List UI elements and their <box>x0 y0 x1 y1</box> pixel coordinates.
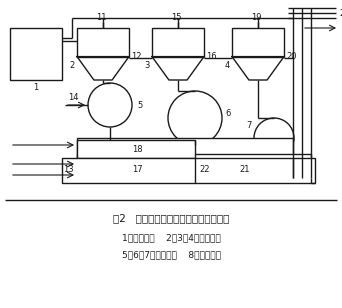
Text: 19: 19 <box>251 14 261 22</box>
Text: 13: 13 <box>63 165 74 175</box>
Circle shape <box>168 91 222 145</box>
Bar <box>62 158 315 183</box>
Text: 22: 22 <box>200 165 210 175</box>
Bar <box>10 28 62 80</box>
Text: 18: 18 <box>132 144 142 153</box>
Text: 2: 2 <box>70 61 75 70</box>
Bar <box>77 140 195 158</box>
Bar <box>77 138 293 166</box>
Text: 23: 23 <box>339 9 342 18</box>
Text: 12: 12 <box>131 52 142 61</box>
Text: 15: 15 <box>171 14 181 22</box>
Text: 21: 21 <box>240 165 250 175</box>
Text: 5、6、7－过滤机；    8－沉降槽。: 5、6、7－过滤机； 8－沉降槽。 <box>121 250 221 260</box>
Text: 16: 16 <box>206 52 216 61</box>
Text: 1: 1 <box>34 83 39 92</box>
Text: 图2   拜耳法中氢氧化铝分级实验流程图: 图2 拜耳法中氢氧化铝分级实验流程图 <box>113 213 229 223</box>
Circle shape <box>88 83 132 127</box>
Text: 4: 4 <box>225 61 230 70</box>
Text: 1－分解槽；    2、3、4－分级机；: 1－分解槽； 2、3、4－分级机； <box>122 233 220 242</box>
Bar <box>77 154 311 175</box>
Text: 7: 7 <box>247 121 252 131</box>
Bar <box>77 28 129 57</box>
Text: 20: 20 <box>286 52 297 61</box>
Circle shape <box>254 118 294 158</box>
Text: 17: 17 <box>132 165 142 175</box>
Text: 14: 14 <box>68 92 79 102</box>
Text: 6: 6 <box>225 108 231 117</box>
Bar <box>232 28 284 57</box>
Text: 11: 11 <box>96 14 106 22</box>
Text: 5: 5 <box>137 100 142 110</box>
Text: 3: 3 <box>145 61 150 70</box>
Bar <box>152 28 204 57</box>
